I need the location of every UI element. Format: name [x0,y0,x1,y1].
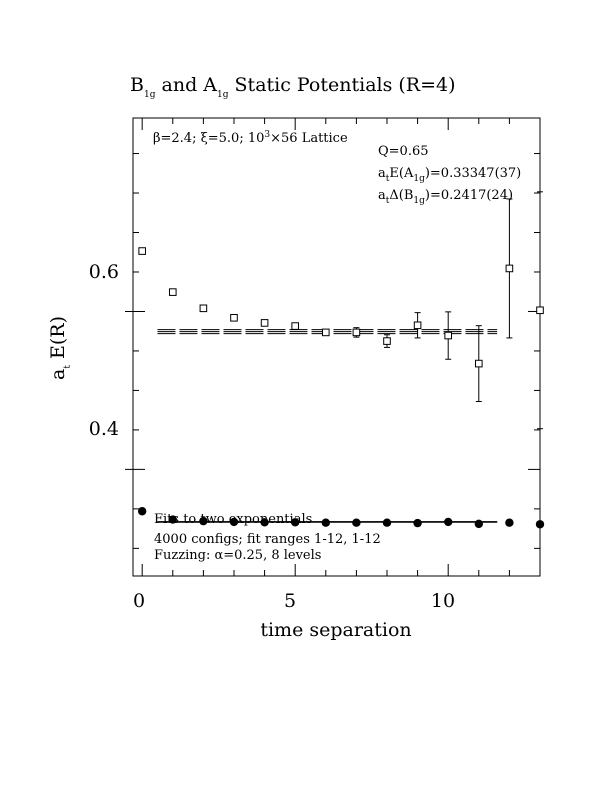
fit-lines [157,329,498,523]
energy-a1g-annotation: atE(A1g)=0.33347(37) [378,166,521,184]
chart-title: B1g and A1g Static Potentials (R=4) [130,74,456,100]
error-bars [353,191,543,430]
data-point-square [383,337,391,345]
y-axis-label: at E(R) [47,316,73,380]
x-tick-label-5: 5 [284,590,296,612]
data-point-circle [199,516,208,526]
lattice-annotation: β=2.4; ξ=5.0; 103×56 Lattice [153,130,348,146]
data-point-circle [474,519,483,529]
data-point-circle [321,518,330,527]
data-point-square [168,288,177,296]
data-point-circle [443,517,453,527]
data-point-circle [260,518,269,527]
data-point-square [138,247,146,255]
data-point-circle [382,518,392,527]
data-point-circle [505,518,514,527]
data-point-circle [137,507,147,516]
data-point-square [536,306,544,315]
data-point-square [413,321,422,330]
y-tick-label-0.4: 0.4 [89,418,119,440]
data-point-square [321,328,330,337]
data-point-square [474,359,483,368]
data-point-square [444,331,452,340]
delta-b1g-annotation: atΔ(B1g)=0.2417(24) [378,188,513,206]
y-tick-label-0.6: 0.6 [89,261,119,283]
data-point-square [291,322,299,330]
data-point-square [199,304,208,313]
minor-ticks [133,118,541,576]
data-point-square [505,264,514,273]
data-point-square [352,328,361,337]
configs-annotation: 4000 configs; fit ranges 1-12, 1-12 [154,532,381,547]
data-markers [137,247,545,529]
x-tick-label-0: 0 [133,590,145,612]
x-axis-label: time separation [260,619,411,641]
data-point-circle [168,515,177,524]
data-point-square [230,313,238,322]
data-point-circle [535,520,545,529]
major-ticks [125,118,540,576]
data-point-square [260,319,269,327]
fuzzing-annotation: Fuzzing: α=0.25, 8 levels [154,548,321,563]
data-point-circle [352,518,361,527]
q-annotation: Q=0.65 [378,144,429,159]
data-point-circle [413,518,422,528]
x-tick-label-10: 10 [431,590,455,612]
data-point-circle [290,518,300,527]
data-point-circle [229,517,239,527]
